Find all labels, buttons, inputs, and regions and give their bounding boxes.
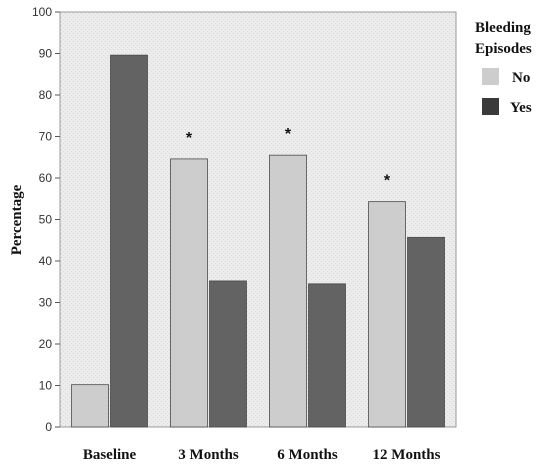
y-tick-label: 70 xyxy=(39,130,53,144)
bar-yes-6-months xyxy=(308,283,346,428)
bar-no-6-months xyxy=(269,154,307,428)
significance-markers: * * * xyxy=(186,126,391,189)
y-tick-label: 40 xyxy=(39,254,53,268)
x-category-label: 6 Months xyxy=(277,447,338,463)
y-tick-label: 100 xyxy=(32,5,52,19)
x-category-label: Baseline xyxy=(83,447,137,463)
legend-swatch-no xyxy=(482,68,499,85)
y-tick-label: 10 xyxy=(39,379,53,393)
legend: Bleeding Episodes No Yes xyxy=(475,20,532,116)
y-tick-label: 20 xyxy=(39,337,53,351)
x-category-label: 3 Months xyxy=(178,447,239,463)
y-tick-label: 30 xyxy=(39,296,53,310)
bar-no-baseline xyxy=(71,384,109,428)
x-axis: Baseline 3 Months 6 Months 12 Months xyxy=(83,447,441,463)
significance-star: * xyxy=(384,173,391,190)
bar-yes-3-months xyxy=(209,280,247,428)
y-axis-label: Percentage xyxy=(9,184,25,255)
x-category-label: 12 Months xyxy=(373,447,441,463)
bars xyxy=(71,54,445,428)
legend-label-no: No xyxy=(512,70,530,86)
significance-star: * xyxy=(285,126,292,143)
legend-label-yes: Yes xyxy=(510,100,532,116)
y-tick-label: 90 xyxy=(39,47,53,61)
y-tick-label: 60 xyxy=(39,171,53,185)
y-tick-label: 0 xyxy=(45,420,52,434)
bar-yes-baseline xyxy=(110,54,148,428)
y-axis: 0 10 20 30 40 50 60 70 80 90 100 xyxy=(32,5,60,434)
legend-title-line1: Bleeding xyxy=(475,20,531,36)
legend-title-line2: Episodes xyxy=(475,41,532,57)
y-tick-label: 80 xyxy=(39,88,53,102)
bar-yes-12-months xyxy=(407,236,445,428)
bar-no-12-months xyxy=(368,201,406,428)
legend-swatch-yes xyxy=(482,98,499,115)
bar-no-3-months xyxy=(170,158,208,428)
y-tick-label: 50 xyxy=(39,213,53,227)
significance-star: * xyxy=(186,130,193,147)
